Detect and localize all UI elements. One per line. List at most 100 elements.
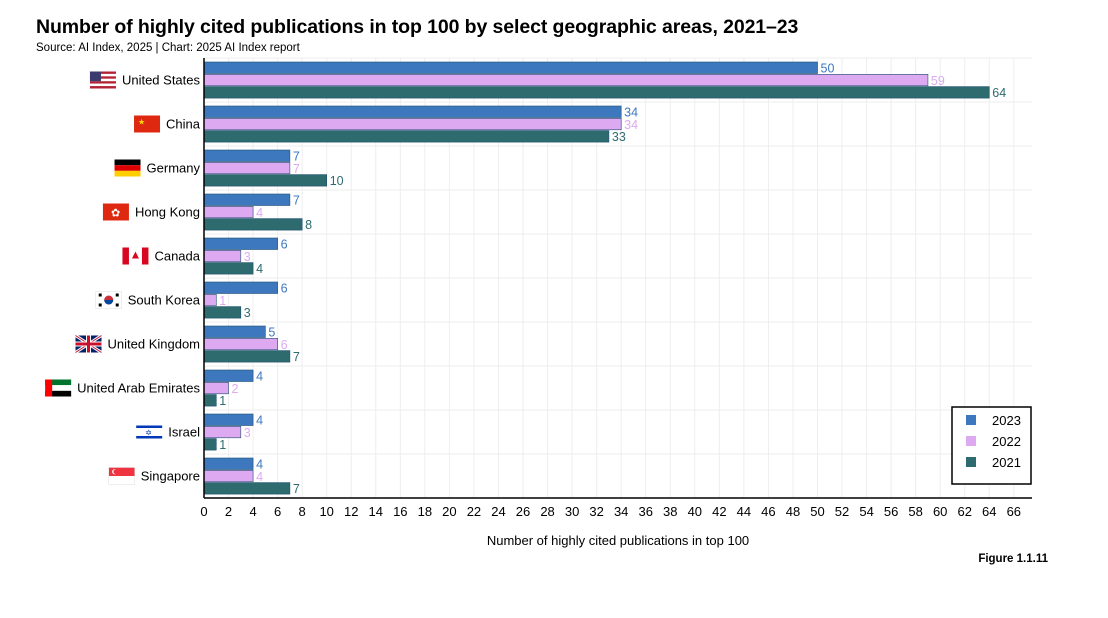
x-tick-label: 4	[249, 504, 256, 519]
bar-2021	[203, 438, 217, 451]
bar-2023	[203, 281, 278, 294]
x-tick-label: 42	[712, 504, 726, 519]
data-label: 1	[219, 438, 226, 452]
flag-ae-icon	[45, 379, 72, 397]
flag-de-icon	[114, 159, 141, 177]
bar-2023	[203, 105, 622, 118]
bar-2021	[203, 218, 303, 231]
chart-title: Number of highly cited publications in t…	[36, 16, 799, 38]
svg-text:✿: ✿	[111, 207, 120, 220]
bar-2022	[203, 337, 278, 351]
x-tick-label: 8	[299, 504, 306, 519]
category-label: Canada	[154, 249, 200, 264]
svg-text:✡: ✡	[145, 429, 152, 438]
x-axis-ticks: 0 2 4 6 8 10 12 14 16 18 20 22 24 26 28 30 32 34 36 38 40 42 4…	[200, 504, 1021, 519]
data-label: 7	[293, 150, 300, 164]
category-labels: United States China ★ Germany Hong Kong ✿ Cana…	[45, 71, 201, 485]
data-label: 4	[256, 414, 263, 428]
data-label: 3	[244, 250, 251, 264]
bar-2023	[203, 237, 278, 250]
x-tick-label: 20	[442, 504, 456, 519]
data-label: 5	[268, 326, 275, 340]
flag-kr-icon	[95, 291, 122, 309]
bar-2021	[203, 394, 217, 407]
bar-2023	[203, 457, 254, 470]
chart-source: Source: AI Index, 2025 | Chart: 2025 AI …	[36, 42, 300, 54]
x-tick-label: 46	[761, 504, 775, 519]
flag-uk-icon	[74, 334, 103, 354]
x-tick-label: 6	[274, 504, 281, 519]
data-label: 4	[256, 262, 263, 276]
legend-swatch	[966, 415, 976, 425]
data-label: 34	[624, 106, 638, 120]
data-label: 8	[305, 218, 312, 232]
legend-label: 2021	[992, 455, 1021, 470]
data-label: 3	[244, 426, 251, 440]
data-label: 1	[219, 294, 226, 308]
x-tick-label: 64	[982, 504, 996, 519]
flag-hk-icon: ✿	[102, 203, 129, 221]
axes: Number of highly cited publications in t…	[203, 58, 1032, 548]
bar-2023	[203, 369, 254, 382]
x-tick-label: 12	[344, 504, 358, 519]
bar-2021	[203, 262, 254, 275]
data-label: 34	[624, 118, 638, 132]
bar-2021	[203, 86, 990, 99]
category-label: United Kingdom	[108, 337, 201, 352]
x-tick-label: 10	[319, 504, 333, 519]
data-label: 64	[992, 86, 1006, 100]
data-label: 3	[244, 306, 251, 320]
x-tick-label: 56	[884, 504, 898, 519]
category-label: Hong Kong	[135, 205, 200, 220]
flag-sg-icon	[108, 467, 135, 485]
x-tick-label: 38	[663, 504, 677, 519]
data-label: 7	[293, 350, 300, 364]
data-label: 2	[232, 382, 239, 396]
x-tick-label: 28	[540, 504, 554, 519]
x-tick-label: 58	[908, 504, 922, 519]
bar-2022	[203, 425, 242, 439]
x-tick-label: 0	[200, 504, 207, 519]
data-label: 59	[931, 74, 945, 88]
x-tick-label: 48	[786, 504, 800, 519]
data-label: 7	[293, 162, 300, 176]
figure-label: Figure 1.1.11	[978, 553, 1048, 565]
bar-2021	[203, 174, 327, 187]
x-tick-label: 18	[418, 504, 432, 519]
flag-ca-icon	[122, 247, 149, 265]
x-tick-label: 30	[565, 504, 579, 519]
bar-2021	[203, 306, 242, 319]
data-label: 7	[293, 482, 300, 496]
x-tick-label: 62	[958, 504, 972, 519]
x-tick-label: 44	[737, 504, 751, 519]
x-tick-label: 66	[1007, 504, 1021, 519]
bar-2023	[203, 149, 291, 162]
bar-2021	[203, 130, 610, 143]
x-tick-label: 36	[638, 504, 652, 519]
data-label: 1	[219, 394, 226, 408]
category-label: United States	[122, 73, 201, 88]
bar-2023	[203, 413, 254, 426]
x-tick-label: 50	[810, 504, 824, 519]
legend: 2023 2022 2021	[951, 406, 1032, 485]
data-label: 7	[293, 194, 300, 208]
category-label: Singapore	[141, 469, 200, 484]
x-tick-label: 34	[614, 504, 628, 519]
x-tick-label: 52	[835, 504, 849, 519]
data-label: 6	[281, 282, 288, 296]
data-label: 6	[281, 238, 288, 252]
data-label: 4	[256, 470, 263, 484]
legend-swatch	[966, 457, 976, 467]
data-label: 4	[256, 458, 263, 472]
legend-swatch	[966, 436, 976, 446]
bar-2023	[203, 61, 818, 74]
bar-2022	[203, 469, 254, 483]
data-label: 4	[256, 206, 263, 220]
x-tick-label: 60	[933, 504, 947, 519]
data-label: 10	[330, 174, 344, 188]
category-label: Israel	[168, 425, 200, 440]
legend-label: 2022	[992, 434, 1021, 449]
category-label: South Korea	[128, 293, 201, 308]
bar-2022	[203, 250, 242, 263]
